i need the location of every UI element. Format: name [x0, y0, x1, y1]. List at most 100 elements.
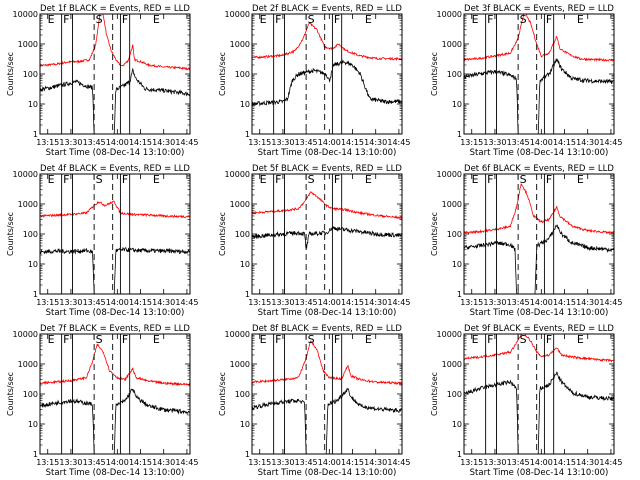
y-tick-label: 100: [447, 230, 462, 239]
marker-label-F: F: [122, 13, 128, 26]
x-tick-label: 14:15: [553, 298, 576, 307]
x-tick-label: 14:45: [599, 458, 622, 467]
x-tick-label: 13:30: [483, 138, 506, 147]
x-tick-label: 13:45: [83, 138, 106, 147]
marker-label-S: S: [520, 333, 527, 346]
y-tick-label: 10000: [437, 10, 462, 19]
x-tick-label: 13:30: [59, 458, 82, 467]
marker-label-F: F: [546, 333, 552, 346]
x-axis-title: Start Time (08-Dec-14 13:10:00): [470, 468, 609, 478]
x-tick-label: 13:45: [507, 458, 530, 467]
marker-label-E: E: [577, 173, 584, 186]
black-series-line: [464, 224, 614, 294]
x-tick-label: 13:30: [271, 458, 294, 467]
y-axis-title: Counts/sec: [430, 52, 439, 96]
x-tick-label: 14:15: [341, 138, 364, 147]
y-tick-label: 100: [23, 390, 38, 399]
marker-label-F: F: [63, 333, 69, 346]
y-tick-label: 100: [23, 70, 38, 79]
x-tick-label: 13:45: [295, 138, 318, 147]
black-series-line: [252, 226, 402, 249]
x-axis-title: Start Time (08-Dec-14 13:10:00): [470, 308, 609, 318]
y-tick-label: 100: [447, 390, 462, 399]
x-tick-label: 14:00: [318, 138, 341, 147]
x-axis-title: Start Time (08-Dec-14 13:10:00): [46, 308, 185, 318]
y-tick-label: 100: [23, 230, 38, 239]
x-tick-label: 13:45: [507, 298, 530, 307]
marker-label-E: E: [577, 13, 584, 26]
y-tick-label: 1: [457, 290, 462, 299]
y-tick-label: 1: [33, 450, 38, 459]
x-tick-label: 13:30: [271, 298, 294, 307]
x-tick-label: 14:00: [318, 298, 341, 307]
red-series-line: [252, 340, 402, 386]
x-tick-label: 14:45: [387, 138, 410, 147]
marker-label-F: F: [63, 173, 69, 186]
y-tick-label: 10000: [13, 330, 38, 339]
y-tick-label: 10: [240, 260, 250, 269]
x-tick-label: 14:15: [553, 458, 576, 467]
marker-label-E: E: [153, 333, 160, 346]
marker-label-F: F: [63, 13, 69, 26]
y-tick-label: 10: [452, 100, 462, 109]
x-tick-label: 14:30: [364, 458, 387, 467]
x-tick-label: 14:00: [318, 458, 341, 467]
x-tick-label: 14:15: [341, 458, 364, 467]
x-axis-title: Start Time (08-Dec-14 13:10:00): [46, 468, 185, 478]
x-tick-label: 14:30: [152, 138, 175, 147]
y-tick-label: 100: [235, 390, 250, 399]
x-tick-label: 13:15: [248, 298, 271, 307]
marker-label-E: E: [48, 333, 55, 346]
marker-label-F: F: [122, 333, 128, 346]
y-tick-label: 1: [457, 450, 462, 459]
y-tick-label: 100: [235, 230, 250, 239]
y-tick-label: 10: [452, 260, 462, 269]
x-tick-label: 14:45: [387, 458, 410, 467]
x-axis-title: Start Time (08-Dec-14 13:10:00): [258, 308, 397, 318]
y-tick-label: 1000: [230, 200, 250, 209]
marker-label-E: E: [48, 173, 55, 186]
panel-title: Det 4f BLACK = Events, RED = LLD: [40, 164, 190, 174]
red-series-line: [464, 14, 614, 62]
red-series-line: [40, 200, 190, 219]
marker-label-E: E: [577, 333, 584, 346]
x-tick-label: 13:45: [507, 138, 530, 147]
panel-title: Det 8f BLACK = Events, RED = LLD: [252, 324, 402, 334]
y-tick-label: 100: [235, 70, 250, 79]
y-axis-title: Counts/sec: [430, 372, 439, 416]
marker-label-E: E: [365, 333, 372, 346]
x-tick-label: 13:30: [59, 138, 82, 147]
x-tick-label: 13:30: [59, 298, 82, 307]
x-tick-label: 13:30: [483, 298, 506, 307]
marker-label-F: F: [334, 333, 340, 346]
y-tick-label: 1: [33, 290, 38, 299]
y-tick-label: 1000: [230, 40, 250, 49]
x-tick-label: 14:30: [576, 138, 599, 147]
x-tick-label: 14:00: [106, 458, 129, 467]
y-tick-label: 10000: [13, 170, 38, 179]
black-series-line: [40, 388, 190, 454]
x-tick-label: 14:00: [530, 458, 553, 467]
marker-label-E: E: [153, 173, 160, 186]
marker-label-S: S: [96, 13, 103, 26]
x-tick-label: 14:30: [364, 298, 387, 307]
red-series-line: [252, 191, 402, 221]
y-axis-title: Counts/sec: [218, 372, 227, 416]
marker-label-S: S: [308, 173, 315, 186]
marker-label-F: F: [546, 173, 552, 186]
y-axis-title: Counts/sec: [6, 372, 15, 416]
x-axis-title: Start Time (08-Dec-14 13:10:00): [470, 148, 609, 158]
x-tick-label: 14:15: [341, 298, 364, 307]
plot-frame: [251, 13, 403, 135]
marker-label-F: F: [275, 173, 281, 186]
marker-label-E: E: [260, 13, 267, 26]
y-tick-label: 10000: [437, 330, 462, 339]
x-tick-label: 14:45: [175, 138, 198, 147]
y-axis-title: Counts/sec: [218, 52, 227, 96]
x-tick-label: 14:30: [152, 458, 175, 467]
black-series-line: [252, 59, 402, 107]
y-axis-title: Counts/sec: [6, 212, 15, 256]
